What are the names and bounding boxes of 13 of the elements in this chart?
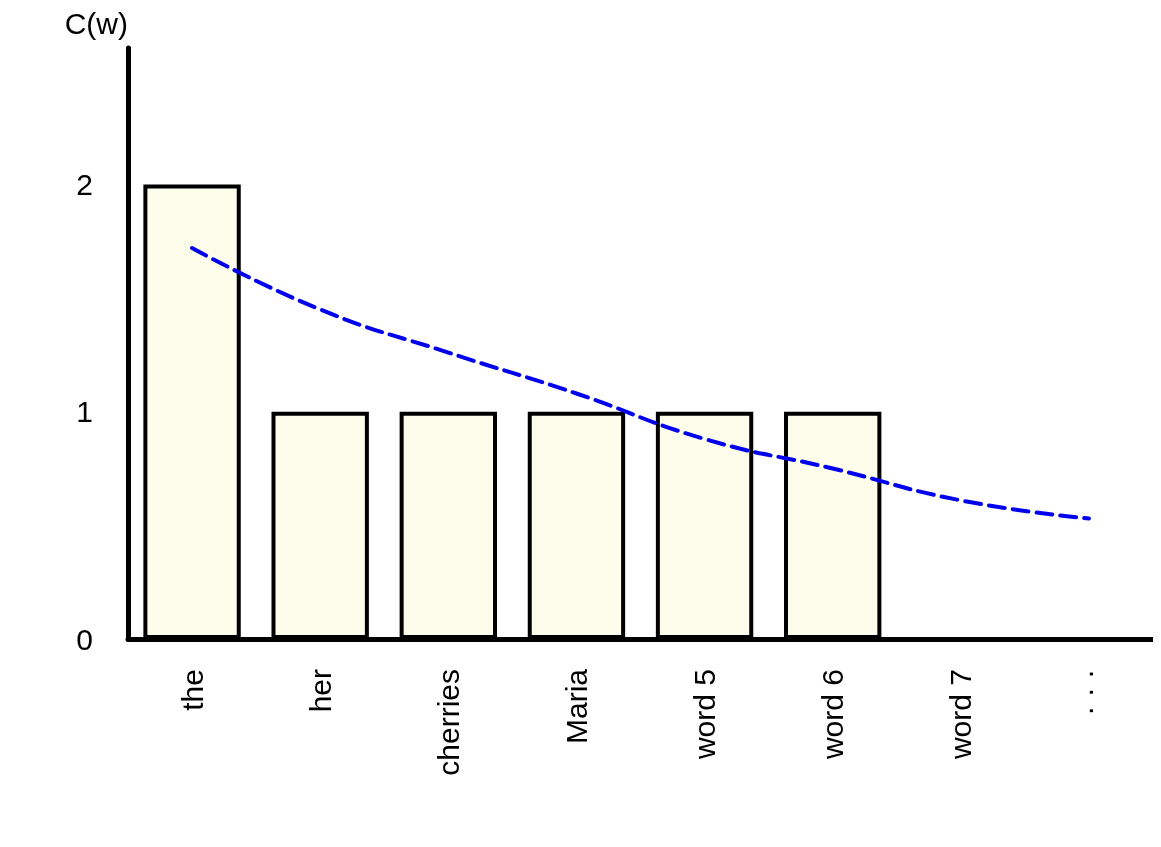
x-tick-label: word 5 <box>688 669 722 761</box>
y-tick-label: 2 <box>76 167 93 201</box>
x-tick-label: word 6 <box>816 669 850 761</box>
y-tick-label: 0 <box>76 622 93 656</box>
x-tick-label: Maria <box>559 668 593 745</box>
line-series <box>190 246 1091 521</box>
x-tick-label: · · · <box>1072 669 1106 716</box>
x-tick-label: word 7 <box>944 669 978 761</box>
y-axis-title: C(w) <box>64 6 128 40</box>
x-tick-label: the <box>175 669 209 711</box>
x-tick-label: her <box>303 668 337 713</box>
y-tick-label: 1 <box>76 395 93 429</box>
x-tick-label: cherries <box>431 669 465 776</box>
